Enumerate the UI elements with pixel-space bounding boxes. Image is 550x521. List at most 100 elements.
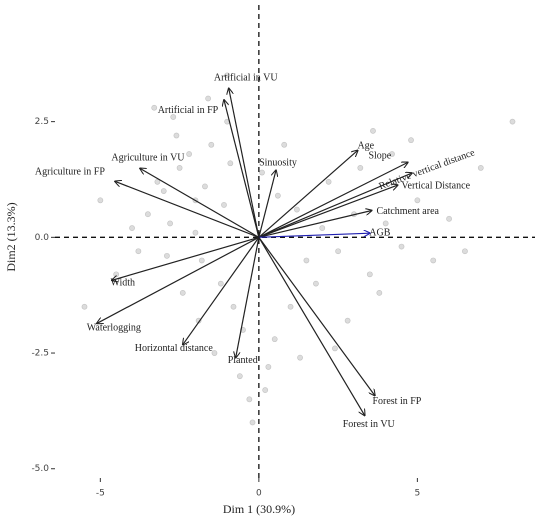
vector-label: Forest in FP [372, 396, 421, 407]
point [170, 114, 177, 120]
point [129, 225, 135, 231]
point [249, 419, 256, 426]
point [332, 345, 338, 352]
point [164, 252, 170, 259]
point [135, 248, 142, 255]
point [198, 257, 205, 264]
point [208, 141, 215, 148]
point [192, 229, 199, 236]
vector-label: Waterlogging [87, 323, 141, 334]
point [389, 151, 395, 157]
point [366, 271, 373, 278]
vector [258, 162, 408, 238]
y-axis-label: Dim2 (13.3%) [4, 202, 18, 271]
point [227, 160, 234, 167]
point [262, 387, 269, 393]
point [224, 72, 231, 79]
point [217, 280, 224, 287]
y-tick-label: 0.0 [35, 233, 50, 243]
vector-label: Artificial in VU [214, 73, 278, 84]
vector [97, 236, 260, 323]
point [294, 206, 300, 213]
vector [236, 237, 260, 357]
point [167, 220, 173, 227]
vector [224, 100, 260, 238]
vector [183, 236, 260, 344]
vector [258, 210, 372, 238]
point [370, 127, 376, 134]
point [186, 151, 193, 157]
point [221, 202, 227, 208]
y-tick-label: -5.0 [31, 464, 49, 474]
vector [258, 150, 358, 238]
vector [258, 237, 365, 415]
x-tick-label: -5 [96, 489, 105, 499]
point [81, 303, 88, 310]
point [259, 169, 265, 176]
vector-label: Sinuosity [259, 158, 297, 169]
vector [258, 173, 412, 238]
point [382, 220, 389, 227]
point [376, 289, 383, 296]
point [477, 165, 484, 171]
point [202, 183, 208, 190]
y-tick-label: -2.5 [31, 349, 49, 359]
vector-label: Forest in VU [343, 419, 396, 430]
point [430, 257, 437, 264]
vector [258, 236, 375, 395]
point [271, 336, 278, 343]
point [303, 257, 310, 264]
point [281, 141, 288, 148]
vector-label: Agriculture in FP [35, 167, 105, 178]
vector-label: Planted [228, 355, 258, 366]
vector-label: AGB [369, 227, 390, 238]
point [398, 243, 405, 250]
point [509, 118, 516, 125]
x-tick-label: 5 [415, 489, 421, 499]
point [176, 165, 183, 171]
point [236, 373, 243, 380]
point [319, 225, 326, 231]
point [357, 165, 364, 171]
point [173, 132, 180, 139]
point [297, 354, 303, 361]
vector-label: Slope [368, 151, 391, 162]
point [151, 104, 158, 111]
point [414, 197, 421, 204]
point [160, 188, 167, 194]
point [230, 303, 237, 310]
vector-label: Artificial in FP [158, 105, 219, 116]
point [113, 271, 120, 278]
vector [112, 236, 260, 280]
vector [258, 233, 370, 238]
point [246, 396, 253, 403]
point [335, 248, 342, 255]
x-tick-label: 0 [256, 489, 262, 499]
point [179, 289, 186, 296]
point [344, 317, 351, 324]
vector-label: Agriculture in VU [111, 153, 185, 164]
vector [115, 181, 260, 238]
point [211, 350, 218, 356]
vector-label: Catchment area [376, 206, 439, 217]
vector [229, 88, 260, 238]
x-axis-label: Dim 1 (30.9%) [223, 502, 295, 516]
point [97, 197, 104, 204]
vector-label: Age [357, 141, 374, 152]
point [408, 137, 414, 144]
point [446, 215, 452, 222]
point [462, 248, 468, 255]
vector [258, 170, 276, 238]
vector [140, 168, 260, 238]
point [265, 364, 272, 370]
vector-label: Vertical Distance [401, 180, 470, 191]
vector [258, 185, 398, 238]
vector-label: Width [110, 278, 135, 289]
point [144, 211, 151, 218]
point [154, 178, 161, 185]
point [274, 192, 281, 199]
y-tick-label: 2.5 [35, 117, 49, 127]
point [287, 303, 294, 310]
point [205, 95, 212, 102]
